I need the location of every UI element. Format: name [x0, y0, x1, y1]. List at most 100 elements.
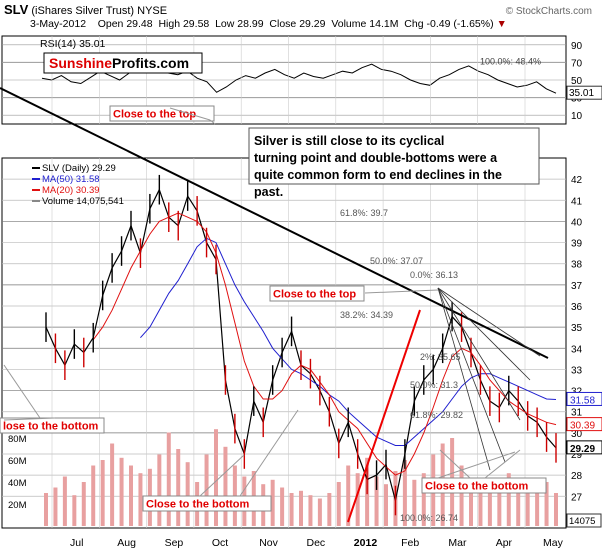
- annotation-close-top-2: Close to the top: [273, 289, 356, 301]
- fib-label: 61.8%: 39.7: [340, 208, 388, 218]
- annotation-pointer: [439, 449, 471, 479]
- down-arrow-icon: ▼: [496, 18, 507, 30]
- trend-line: [0, 87, 549, 359]
- x-axis-label: Feb: [401, 537, 419, 549]
- volume-bar: [487, 487, 492, 526]
- price-tick-label: 31: [571, 408, 583, 419]
- price-tag: [566, 440, 602, 455]
- annotation-pointer: [484, 449, 521, 479]
- volume-bar: [525, 490, 530, 526]
- annotation-close-bottom-3-box: [421, 477, 547, 494]
- close-label: Close: [269, 18, 297, 30]
- annotation-close-bottom-2: Close to the bottom: [146, 499, 249, 511]
- x-axis-label: Jul: [70, 537, 83, 549]
- chart-header: SLV (iShares Silver Trust) NYSE: [4, 2, 167, 17]
- close-value: 29.29: [299, 18, 326, 30]
- open-value: 29.48: [126, 18, 153, 30]
- legend-entry: SLV (Daily) 29.29: [42, 163, 116, 174]
- quote-row: 3-May-2012 Open 29.48 High 29.58 Low 28.…: [30, 18, 507, 30]
- rise-line: [347, 309, 421, 523]
- volume-bar: [223, 446, 228, 526]
- fund-name: (iShares Silver Trust): [31, 5, 135, 17]
- legend-entry: Volume 14,075,541: [42, 196, 124, 207]
- fan-line: [437, 287, 506, 463]
- x-axis-label: Dec: [307, 537, 326, 549]
- volume-bar: [327, 493, 332, 526]
- x-axis-label: 2012: [354, 537, 378, 549]
- volume-label: Volume: [331, 18, 367, 30]
- annotation-pointer: [364, 289, 439, 294]
- annotation-pointer: [3, 364, 41, 419]
- fan-line: [437, 287, 531, 381]
- annotation-pointer: [437, 451, 516, 479]
- volume-bar: [554, 493, 558, 526]
- price-tick-label: 41: [571, 196, 583, 207]
- chg-value: -0.49 (-1.65%): [426, 18, 494, 30]
- volume-last-value: 14075: [569, 516, 595, 527]
- volume-axis-label: 20M: [8, 500, 27, 511]
- price-tick-label: 34: [571, 344, 583, 355]
- x-axis-label: Aug: [117, 537, 136, 549]
- legend-entry: MA(20) 30.39: [42, 185, 100, 196]
- price-tick-label: 29: [571, 450, 583, 461]
- x-axis-label: Sep: [165, 537, 184, 549]
- annotation-close-bottom-1: lose to the bottom: [3, 421, 99, 433]
- volume-bar: [81, 482, 86, 526]
- x-axis-label: Oct: [212, 537, 228, 549]
- fan-line: [437, 287, 521, 421]
- volume-bar: [119, 457, 124, 526]
- price-tick-label: 33: [571, 365, 583, 376]
- logo-box: [43, 52, 203, 74]
- volume-bar: [421, 473, 426, 526]
- fib-label: 50.0%: 37.07: [370, 256, 423, 266]
- price-tick-label: 35: [571, 323, 583, 334]
- rsi-legend: RSI(14) 35.01: [40, 38, 106, 50]
- price-tick-label: 30: [571, 429, 583, 440]
- low-value: 28.99: [237, 18, 264, 30]
- volume-bar: [384, 484, 388, 526]
- annotation-close-top-1: Close to the top: [113, 109, 196, 121]
- volume-bar: [270, 479, 275, 526]
- x-axis-label: May: [543, 537, 564, 549]
- rsi-fib-text: 100.0%: 48.4%: [480, 56, 541, 66]
- volume-bar: [289, 493, 294, 526]
- price-tick-label: 28: [571, 471, 583, 482]
- volume-bar: [469, 482, 473, 526]
- price-panel-frame: [1, 157, 567, 529]
- volume-axis-label: 60M: [8, 456, 27, 467]
- volume-bar: [176, 449, 181, 526]
- rsi-tick-label: 70: [571, 58, 583, 69]
- fan-line: [437, 287, 541, 357]
- annotation-close-bottom-2-box: [142, 495, 272, 512]
- comment-text-line: past.: [254, 185, 283, 199]
- chg-label: Chg: [404, 18, 424, 30]
- volume-bar: [129, 465, 133, 526]
- rsi-tick-label: 90: [571, 41, 583, 52]
- price-tick-label: 27: [571, 492, 583, 503]
- volume-bar: [100, 460, 105, 526]
- annotation-pointer: [239, 409, 299, 497]
- volume-bar: [91, 465, 96, 526]
- fib-label: 50.0%: 31.3: [410, 380, 458, 390]
- volume-bar: [299, 490, 303, 526]
- comment-box: [248, 127, 540, 185]
- comment-text-line: Silver is still close to its cyclical: [254, 134, 444, 148]
- volume-axis-label: 80M: [8, 434, 27, 445]
- comment-text-line: quite common form to end declines in the: [254, 168, 502, 182]
- price-tick-label: 38: [571, 260, 583, 271]
- annotation-close-bottom-3: Close to the bottom: [425, 481, 528, 493]
- rsi-line: [41, 63, 557, 94]
- volume-last-tag: [566, 513, 602, 528]
- rsi-tick-label: 50: [571, 76, 583, 87]
- volume-bar: [497, 479, 502, 526]
- volume-bar: [53, 487, 58, 526]
- rsi-current-value: 35.01: [569, 88, 594, 99]
- x-axis-label: Mar: [448, 537, 467, 549]
- volume-bar: [374, 476, 379, 526]
- volume-bar: [185, 462, 190, 526]
- annotation-pointer: [199, 454, 245, 497]
- volume-bar: [402, 460, 407, 526]
- annotation-pointer: [3, 417, 56, 421]
- volume-bar: [317, 498, 322, 526]
- quote-date: 3-May-2012: [30, 18, 87, 30]
